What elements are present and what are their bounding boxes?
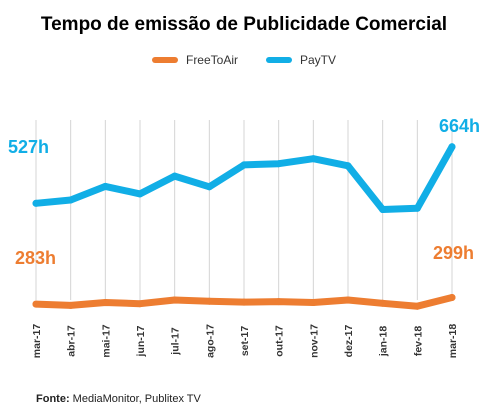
legend-label-paytv: PayTV bbox=[300, 53, 337, 67]
data-label-paytv-start: 527h bbox=[8, 137, 49, 157]
point-freetoair-ago-17 bbox=[205, 297, 213, 305]
point-paytv-jun-17 bbox=[136, 190, 144, 198]
point-paytv-nov-17 bbox=[309, 155, 317, 163]
data-label-freetoair-end: 299h bbox=[433, 243, 474, 263]
point-freetoair-mar-17 bbox=[32, 300, 40, 308]
x-tick-label-fev-18: fev-18 bbox=[412, 326, 424, 357]
point-paytv-jan-18 bbox=[379, 206, 387, 213]
x-tick-label-jun-17: jun-17 bbox=[135, 325, 147, 357]
point-paytv-set-17 bbox=[240, 161, 248, 169]
point-paytv-jul-17 bbox=[171, 172, 179, 180]
point-paytv-mar-17 bbox=[32, 199, 40, 207]
point-freetoair-out-17 bbox=[275, 298, 283, 306]
point-paytv-fev-18 bbox=[413, 204, 421, 212]
point-paytv-dez-17 bbox=[344, 162, 352, 170]
x-tick-label-mar-18: mar-18 bbox=[447, 324, 459, 359]
x-tick-label-ago-17: ago-17 bbox=[204, 324, 216, 358]
x-tick-label-jul-17: jul-17 bbox=[170, 327, 182, 356]
point-freetoair-jul-17 bbox=[171, 296, 179, 304]
x-tick-label-dez-17: dez-17 bbox=[343, 325, 355, 358]
x-tick-label-mai-17: mai-17 bbox=[100, 324, 112, 357]
chart-legend: FreeToAir PayTV bbox=[0, 53, 488, 67]
point-paytv-out-17 bbox=[275, 160, 283, 168]
point-freetoair-mar-18 bbox=[448, 294, 456, 301]
data-label-paytv-end: 664h bbox=[439, 116, 480, 136]
point-freetoair-jun-17 bbox=[136, 300, 144, 308]
data-label-freetoair-start: 283h bbox=[15, 248, 56, 268]
x-tick-label-nov-17: nov-17 bbox=[308, 324, 320, 358]
point-freetoair-abr-17 bbox=[67, 301, 75, 309]
point-freetoair-nov-17 bbox=[309, 299, 317, 306]
source-label: Fonte: bbox=[36, 393, 70, 405]
legend-swatch-paytv bbox=[266, 57, 292, 63]
x-tick-label-abr-17: abr-17 bbox=[66, 325, 78, 357]
point-freetoair-jan-18 bbox=[379, 299, 387, 307]
x-tick-label-jan-18: jan-18 bbox=[378, 326, 390, 358]
x-tick-label-out-17: out-17 bbox=[274, 325, 286, 357]
chart-title: Tempo de emissão de Publicidade Comercia… bbox=[40, 14, 448, 35]
legend-item-freetoair: FreeToAir bbox=[151, 53, 238, 67]
x-tick-label-mar-17: mar-17 bbox=[31, 324, 43, 359]
point-paytv-ago-17 bbox=[205, 183, 213, 191]
point-paytv-mai-17 bbox=[101, 182, 109, 190]
legend-label-freetoair: FreeToAir bbox=[185, 53, 238, 67]
point-freetoair-mai-17 bbox=[101, 299, 109, 306]
source-note: Fonte: MediaMonitor, Publitex TV bbox=[36, 393, 201, 405]
x-tick-label-set-17: set-17 bbox=[239, 326, 251, 357]
legend-swatch-freetoair bbox=[151, 57, 178, 63]
source-text: MediaMonitor, Publitex TV bbox=[69, 393, 201, 405]
point-freetoair-set-17 bbox=[240, 298, 248, 306]
point-paytv-mar-18 bbox=[448, 143, 456, 151]
point-freetoair-fev-18 bbox=[413, 302, 421, 310]
point-paytv-abr-17 bbox=[67, 196, 75, 204]
legend-item-paytv: PayTV bbox=[266, 53, 336, 67]
point-freetoair-dez-17 bbox=[344, 296, 352, 304]
